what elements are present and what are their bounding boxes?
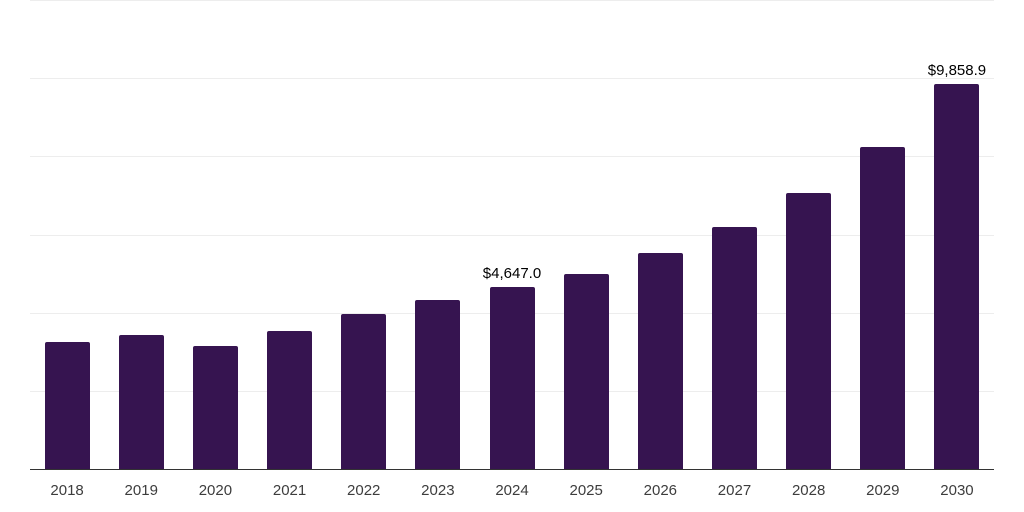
bar-2029 <box>860 146 906 469</box>
x-tick-2027: 2027 <box>717 482 752 499</box>
bar-2022 <box>341 313 387 469</box>
x-tick-2020: 2020 <box>198 482 233 499</box>
x-tick-2029: 2029 <box>866 482 900 499</box>
bar-2018 <box>44 342 90 469</box>
bar-2025 <box>563 273 609 469</box>
x-axis-labels: 2018 2019 2020 2021 2022 2023 2024 2025 2026 2027… <box>30 482 994 499</box>
bar-2021 <box>267 330 313 469</box>
bar-2020 <box>192 346 238 469</box>
bar-2019 <box>118 335 164 469</box>
gridline-10000 <box>30 78 994 80</box>
bar-2024 <box>489 287 535 469</box>
x-tick-2028: 2028 <box>791 482 826 499</box>
data-label-2030: $9,858.9 <box>927 61 987 79</box>
bar-2028 <box>786 192 832 469</box>
bar-2026 <box>637 253 683 469</box>
plot-area: $4,647.0 $9,858.9 <box>30 0 994 470</box>
x-tick-2024: 2024 <box>495 482 529 499</box>
x-tick-2026: 2026 <box>643 482 678 499</box>
x-tick-2023: 2023 <box>421 482 455 499</box>
bar-2023 <box>415 299 461 469</box>
x-tick-2025: 2025 <box>569 482 603 499</box>
x-tick-2019: 2019 <box>124 482 158 499</box>
bar-2030 <box>934 83 980 469</box>
data-label-2024: $4,647.0 <box>482 265 542 283</box>
gridline-6000 <box>30 234 994 236</box>
x-tick-2022: 2022 <box>347 482 381 499</box>
bar-2027 <box>711 227 757 469</box>
x-tick-2030: 2030 <box>940 482 974 499</box>
x-tick-2021: 2021 <box>272 482 307 499</box>
x-tick-2018: 2018 <box>50 482 84 499</box>
gridline-12000 <box>30 0 994 1</box>
gridline-8000 <box>30 156 994 158</box>
